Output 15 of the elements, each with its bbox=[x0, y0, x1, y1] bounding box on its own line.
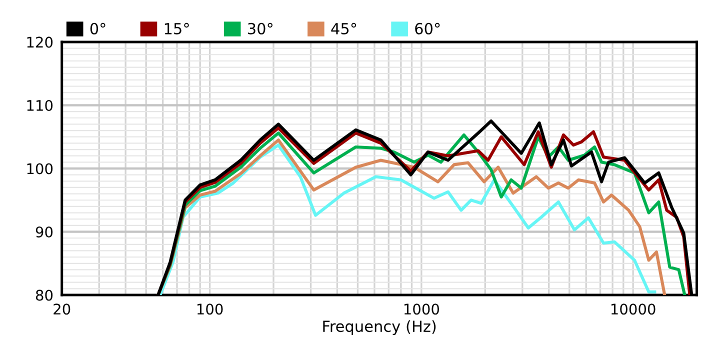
y-tick-label: 90 bbox=[36, 226, 53, 238]
x-tick-label: 10000 bbox=[611, 304, 656, 315]
x-tick-label: 100 bbox=[197, 304, 223, 315]
legend-label: 45° bbox=[331, 22, 356, 34]
x-axis-title: Frequency (Hz) bbox=[323, 320, 436, 336]
legend-label: 15° bbox=[164, 22, 189, 34]
y-tick-label: 110 bbox=[27, 100, 53, 111]
legend-label: 60° bbox=[415, 22, 440, 34]
x-tick-label: 1000 bbox=[404, 304, 440, 315]
x-tick-label: 20 bbox=[54, 304, 70, 315]
legend-label: 0° bbox=[90, 22, 106, 34]
y-tick-label: 100 bbox=[27, 163, 53, 174]
y-tick-label: 80 bbox=[36, 290, 53, 301]
y-tick-label: 120 bbox=[27, 36, 53, 48]
legend-label: 30° bbox=[248, 22, 272, 34]
